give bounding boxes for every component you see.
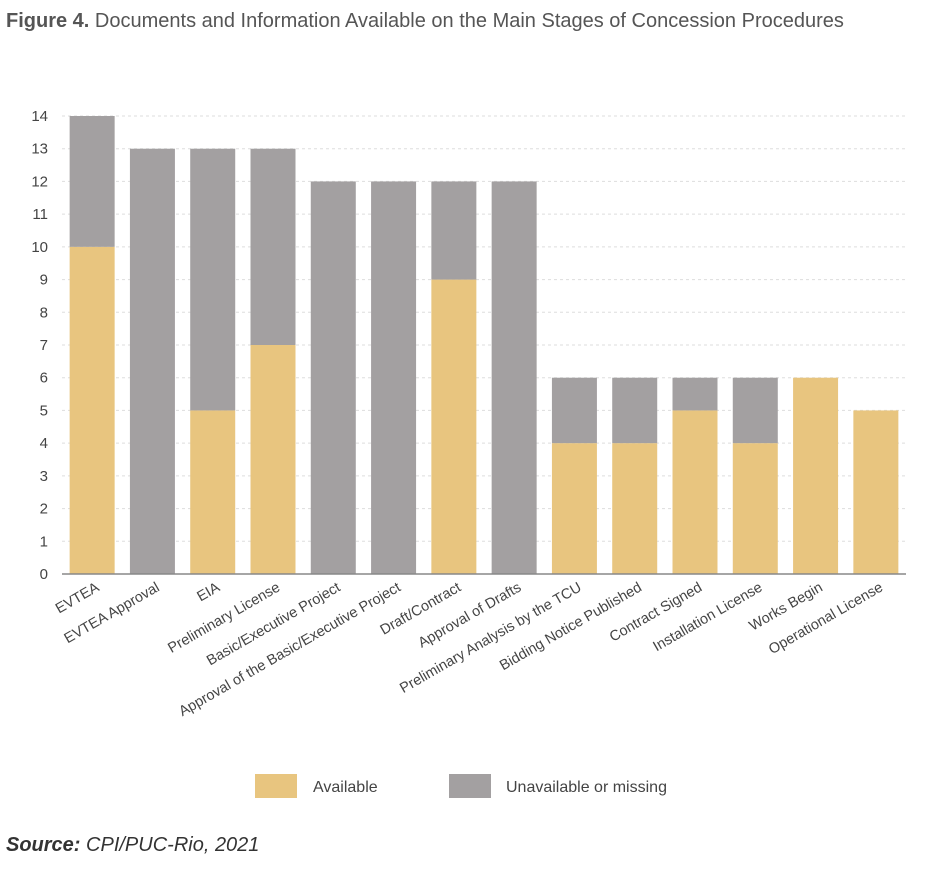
bar-available: [551, 443, 597, 574]
figure-label: Figure 4.: [6, 10, 90, 32]
figure-title: Figure 4. Documents and Information Avai…: [6, 10, 844, 33]
x-tick-label: Installation License: [650, 580, 765, 656]
bar-available: [190, 410, 236, 574]
bar-unavailable: [612, 377, 658, 444]
gridlines: [62, 115, 906, 542]
y-tick-label: 2: [40, 501, 48, 518]
source-note: Source: CPI/PUC-Rio, 2021: [6, 834, 259, 857]
source-text: CPI/PUC-Rio, 2021: [86, 834, 260, 856]
bar-available: [250, 345, 296, 574]
y-tick-label: 4: [40, 435, 48, 452]
bar-available: [732, 443, 778, 574]
bar-unavailable: [190, 148, 236, 411]
y-tick-label: 1: [40, 533, 48, 550]
legend-label-unavailable: Unavailable or missing: [506, 779, 667, 796]
bar-unavailable: [371, 181, 417, 574]
bar-unavailable: [672, 377, 718, 411]
y-tick-label: 8: [40, 304, 48, 321]
bar-available: [69, 246, 115, 574]
bar-unavailable: [551, 377, 597, 444]
bar-unavailable: [431, 181, 477, 280]
x-tick-label: Operational License: [766, 580, 886, 658]
y-tick-label: 0: [40, 566, 48, 583]
bars: [69, 116, 899, 574]
y-tick-label: 7: [40, 337, 48, 354]
source-label: Source:: [6, 834, 81, 856]
bar-available: [853, 410, 899, 574]
x-tick-label: EIA: [194, 579, 223, 605]
bar-unavailable: [491, 181, 537, 574]
legend-label-available: Available: [313, 779, 378, 796]
bar-unavailable: [250, 148, 296, 345]
y-tick-label: 13: [31, 141, 48, 158]
bar-available: [672, 410, 718, 574]
y-tick-label: 14: [31, 108, 48, 125]
legend: Available Unavailable or missing: [255, 774, 667, 798]
bar-unavailable: [732, 377, 778, 444]
legend-swatch-available: [255, 774, 297, 798]
y-tick-label: 9: [40, 272, 48, 289]
bar-unavailable: [310, 181, 356, 574]
x-tick-label: Approval of the Basic/Executive Project: [176, 580, 403, 720]
bar-available: [612, 443, 658, 574]
bar-unavailable: [69, 116, 115, 247]
bar-available: [793, 377, 839, 574]
y-tick-label: 5: [40, 402, 48, 419]
figure-title-text: Documents and Information Available on t…: [94, 10, 844, 32]
y-tick-label: 11: [32, 206, 48, 223]
legend-swatch-unavailable: [449, 774, 491, 798]
y-tick-label: 6: [40, 370, 48, 387]
x-tick-label: EVTEA: [53, 579, 102, 617]
bar-unavailable: [129, 148, 175, 574]
bar-available: [431, 279, 477, 574]
y-tick-label: 3: [40, 468, 48, 485]
y-tick-label: 10: [31, 239, 48, 256]
y-tick-label: 12: [31, 173, 48, 190]
